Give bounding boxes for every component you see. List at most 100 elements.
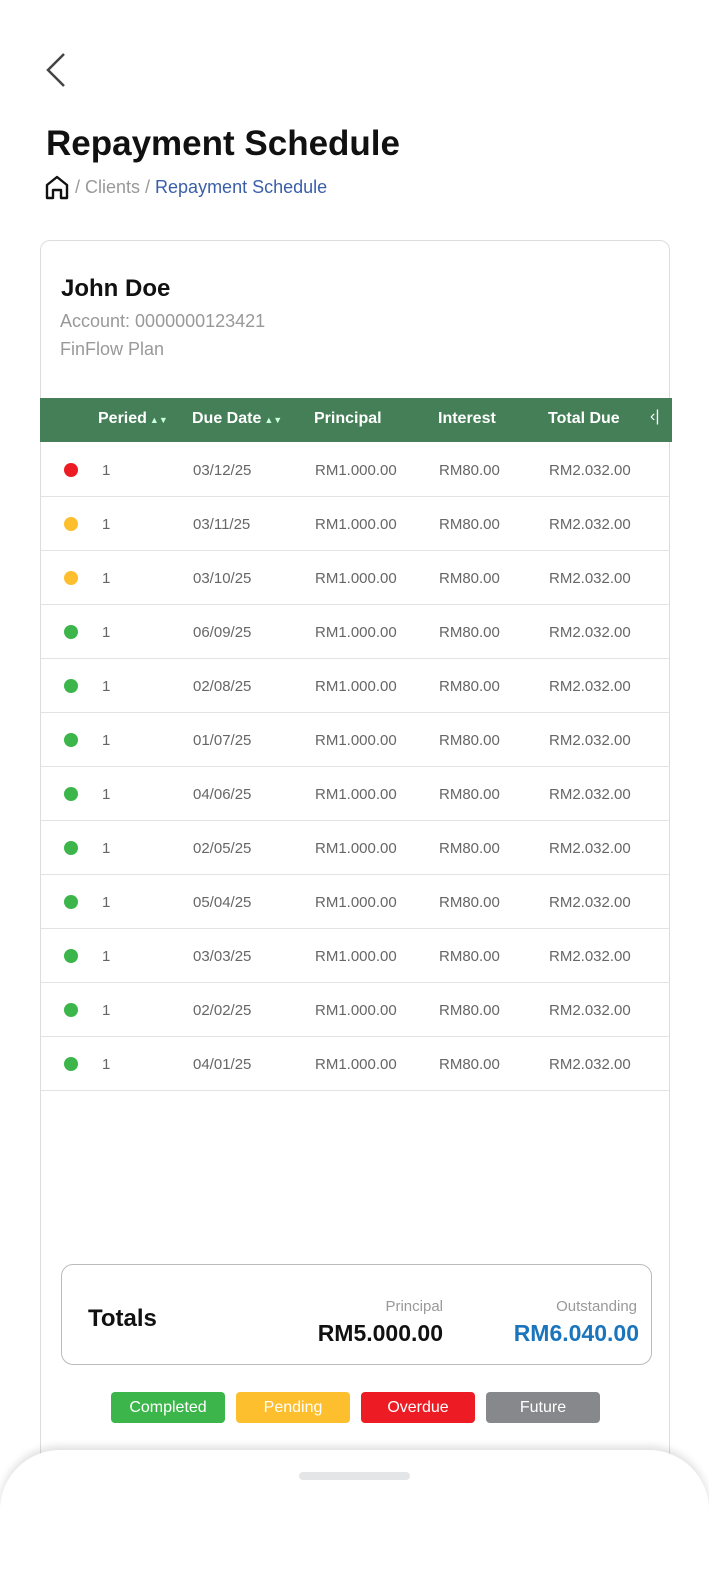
cell-interest: RM80.00 <box>439 948 500 965</box>
outstanding-label: Outstanding <box>556 1298 637 1315</box>
table-row[interactable]: 1 04/06/25 RM1.000.00 RM80.00 RM2.032.00 <box>41 767 670 821</box>
status-legend: Completed Pending Overdue Future <box>111 1392 600 1423</box>
cell-total: RM2.032.00 <box>549 462 631 479</box>
table-row[interactable]: 1 03/11/25 RM1.000.00 RM80.00 RM2.032.00 <box>41 497 670 551</box>
status-dot-completed <box>64 679 78 693</box>
home-icon[interactable] <box>44 174 70 200</box>
cell-principal: RM1.000.00 <box>315 624 397 641</box>
table-row[interactable]: 1 04/01/25 RM1.000.00 RM80.00 RM2.032.00 <box>41 1037 670 1091</box>
cell-interest: RM80.00 <box>439 840 500 857</box>
legend-completed: Completed <box>111 1392 225 1423</box>
table-row[interactable]: 1 02/05/25 RM1.000.00 RM80.00 RM2.032.00 <box>41 821 670 875</box>
cell-principal: RM1.000.00 <box>315 516 397 533</box>
cell-principal: RM1.000.00 <box>315 894 397 911</box>
breadcrumb: / Clients / Repayment Schedule <box>44 174 327 200</box>
cell-total: RM2.032.00 <box>549 1056 631 1073</box>
cell-interest: RM80.00 <box>439 624 500 641</box>
cell-principal: RM1.000.00 <box>315 1056 397 1073</box>
cell-due: 04/06/25 <box>193 786 252 803</box>
table-row[interactable]: 1 03/10/25 RM1.000.00 RM80.00 RM2.032.00 <box>41 551 670 605</box>
cell-due: 05/04/25 <box>193 894 252 911</box>
outstanding-total: RM6.040.00 <box>513 1320 639 1346</box>
cell-due: 01/07/25 <box>193 732 252 749</box>
cell-due: 04/01/25 <box>193 1056 252 1073</box>
cell-period: 1 <box>102 786 111 803</box>
cell-principal: RM1.000.00 <box>315 948 397 965</box>
table-row[interactable]: 1 03/12/25 RM1.000.00 RM80.00 RM2.032.00 <box>41 443 670 497</box>
cell-total: RM2.032.00 <box>549 516 631 533</box>
legend-pending: Pending <box>236 1392 350 1423</box>
table-row[interactable]: 1 01/07/25 RM1.000.00 RM80.00 RM2.032.00 <box>41 713 670 767</box>
cell-due: 02/05/25 <box>193 840 252 857</box>
cell-interest: RM80.00 <box>439 462 500 479</box>
cell-period: 1 <box>102 570 111 587</box>
client-name: John Doe <box>61 275 171 302</box>
cell-total: RM2.032.00 <box>549 948 631 965</box>
cell-interest: RM80.00 <box>439 786 500 803</box>
totals-box: Totals Principal RM5.000.00 Outstanding … <box>61 1264 652 1365</box>
status-dot-completed <box>64 895 78 909</box>
table-row[interactable]: 1 02/08/25 RM1.000.00 RM80.00 RM2.032.00 <box>41 659 670 713</box>
sort-icon: ▲▼ <box>264 415 283 425</box>
cell-total: RM2.032.00 <box>549 786 631 803</box>
schedule-card: John Doe Account: 0000000123421 FinFlow … <box>40 240 672 1540</box>
bottom-sheet[interactable] <box>0 1450 709 1570</box>
table-row[interactable]: 1 03/03/25 RM1.000.00 RM80.00 RM2.032.00 <box>41 929 670 983</box>
account-number: Account: 0000000123421 <box>60 311 266 331</box>
cell-period: 1 <box>102 678 111 695</box>
cell-interest: RM80.00 <box>439 570 500 587</box>
table-row[interactable]: 1 06/09/25 RM1.000.00 RM80.00 RM2.032.00 <box>41 605 670 659</box>
sort-icon: ▲▼ <box>149 415 168 425</box>
status-dot-completed <box>64 949 78 963</box>
back-arrow-icon[interactable] <box>42 52 72 88</box>
cell-total: RM2.032.00 <box>549 570 631 587</box>
cell-principal: RM1.000.00 <box>315 1002 397 1019</box>
column-interest: Interest <box>438 410 496 427</box>
drag-handle[interactable] <box>299 1472 410 1480</box>
status-dot-overdue <box>64 463 78 477</box>
cell-period: 1 <box>102 516 111 533</box>
column-period[interactable]: Peried ▲▼ <box>98 410 168 427</box>
table-body: 1 03/12/25 RM1.000.00 RM80.00 RM2.032.00 1 03/… <box>41 443 670 1091</box>
cell-interest: RM80.00 <box>439 732 500 749</box>
status-dot-pending <box>64 571 78 585</box>
breadcrumb-clients[interactable]: / Clients / <box>75 176 151 197</box>
breadcrumb-current: Repayment Schedule <box>155 176 328 197</box>
status-dot-completed <box>64 841 78 855</box>
cell-due: 02/02/25 <box>193 1002 252 1019</box>
cell-total: RM2.032.00 <box>549 732 631 749</box>
page-title: Repayment Schedule <box>46 124 400 163</box>
principal-label: Principal <box>385 1298 443 1315</box>
table-row[interactable]: 1 05/04/25 RM1.000.00 RM80.00 RM2.032.00 <box>41 875 670 929</box>
table-row[interactable]: 1 02/02/25 RM1.000.00 RM80.00 RM2.032.00 <box>41 983 670 1037</box>
plan-name: FinFlow Plan <box>60 339 165 359</box>
cell-due: 03/12/25 <box>193 462 252 479</box>
column-principal: Principal <box>314 410 382 427</box>
table-header: Peried ▲▼ Due Date ▲▼ Principal Interest T… <box>40 398 672 442</box>
cell-period: 1 <box>102 1002 111 1019</box>
cell-due: 06/09/25 <box>193 624 252 641</box>
status-dot-completed <box>64 787 78 801</box>
column-total-due: Total Due <box>548 410 620 427</box>
cell-total: RM2.032.00 <box>549 624 631 641</box>
totals-label: Totals <box>88 1305 157 1332</box>
legend-overdue: Overdue <box>361 1392 475 1423</box>
cell-due: 03/10/25 <box>193 570 252 587</box>
status-dot-completed <box>64 1003 78 1017</box>
cell-due: 02/08/25 <box>193 678 252 695</box>
status-dot-completed <box>64 733 78 747</box>
cell-interest: RM80.00 <box>439 516 500 533</box>
scroll-left-icon[interactable]: ‹| <box>650 408 660 425</box>
cell-total: RM2.032.00 <box>549 678 631 695</box>
cell-period: 1 <box>102 948 111 965</box>
cell-period: 1 <box>102 462 111 479</box>
cell-principal: RM1.000.00 <box>315 840 397 857</box>
cell-due: 03/11/25 <box>193 516 251 533</box>
cell-interest: RM80.00 <box>439 1002 500 1019</box>
principal-total: RM5.000.00 <box>317 1320 443 1346</box>
cell-period: 1 <box>102 624 111 641</box>
column-due-date[interactable]: Due Date ▲▼ <box>192 410 283 427</box>
cell-interest: RM80.00 <box>439 678 500 695</box>
cell-total: RM2.032.00 <box>549 1002 631 1019</box>
cell-principal: RM1.000.00 <box>315 462 397 479</box>
